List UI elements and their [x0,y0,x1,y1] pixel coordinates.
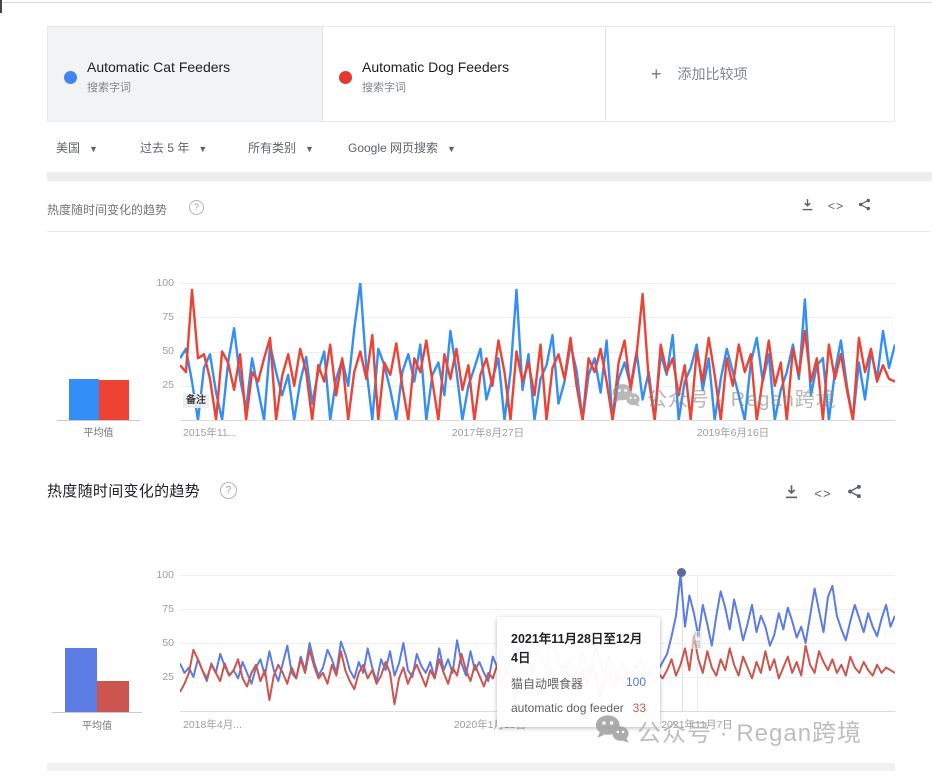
term-color-dot-blue [64,71,77,84]
plus-icon: + [651,63,662,84]
watermark: 公众号 · Regan跨境 [595,713,862,748]
gridline [180,352,895,353]
section-divider [47,172,932,181]
share-icon[interactable] [847,484,862,504]
xtick: 2021年11月7日 [661,719,733,731]
gridline [180,386,895,387]
ytick: 75 [162,311,174,323]
annotation-fragment: 州猫 [691,631,703,649]
chart2-actions: <> [784,484,862,504]
term-card-cat[interactable]: Automatic Cat Feeders 搜索字词 [48,27,323,121]
embed-icon[interactable]: <> [827,200,845,214]
embed-icon[interactable]: <> [814,486,832,502]
chart1-header-divider [47,231,930,232]
avg-bar-blue [65,648,97,712]
watermark: 公众号 · Regan跨境 [612,383,837,412]
download-icon[interactable] [784,484,799,504]
xtick: 2018年4月... [183,719,242,731]
chevron-down-icon: ▼ [89,144,98,154]
term-type-label: 搜索字词 [87,81,131,94]
filter-time-range[interactable]: 过去 5 年 ▼ [140,141,208,155]
tooltip-date: 2021年11月28日至12月4日 [511,632,643,665]
term-type-label: 搜索字词 [362,81,406,94]
chevron-down-icon: ▼ [447,144,456,154]
xtick: 2017年8月27日 [451,427,525,439]
term-title: Automatic Dog Feeders [362,58,510,75]
avg-bar-red [98,380,129,420]
filter-category[interactable]: 所有类别 ▼ [248,141,314,155]
gridline [180,283,895,284]
chart2-average-bars [52,575,142,713]
average-label: 平均值 [83,428,114,439]
xtick: 2015年11... [183,427,237,439]
bottom-divider [47,763,895,771]
add-comparison-card[interactable]: + 添加比较项 [606,27,894,121]
chart-tooltip: 2021年11月28日至12月4日 猫自动喂食器 100 automatic d… [497,617,660,727]
chart1-average-bars [57,283,140,421]
filter-geo[interactable]: 美国 ▼ [56,141,98,155]
note-marker[interactable]: 备注 [183,394,209,408]
filter-search-type[interactable]: Google 网页搜索 ▼ [348,141,456,155]
tooltip-row: 猫自动喂食器 100 [511,675,646,692]
gridline [180,609,895,610]
average-label: 平均值 [82,721,112,732]
help-icon[interactable]: ? [220,482,237,499]
gridline [180,575,895,576]
watermark-text: 公众号 · Regan跨境 [637,720,863,747]
axis-baseline [180,420,895,421]
wechat-icon [612,383,640,412]
wechat-icon [595,714,629,748]
tooltip-row: automatic dog feeder 33 [511,701,646,715]
add-comparison-label: 添加比较项 [677,66,748,82]
ytick: 25 [162,379,174,391]
tooltip-series-label: automatic dog feeder [511,701,624,715]
term-card-dog[interactable]: Automatic Dog Feeders 搜索字词 [323,27,606,121]
help-icon[interactable]: ? [189,200,204,215]
term-title: Automatic Cat Feeders [87,58,231,75]
comparison-cards-row: Automatic Cat Feeders 搜索字词 Automatic Dog… [47,26,895,122]
ytick: 75 [162,603,174,615]
avg-bar-red [97,681,129,712]
chart1-title: 热度随时间变化的趋势 [47,203,168,217]
chart1-lines[interactable] [180,283,895,420]
avg-bar-blue [68,379,99,420]
tooltip-series-label: 猫自动喂食器 [511,677,584,691]
download-icon[interactable] [801,198,814,216]
chevron-down-icon: ▼ [198,144,208,154]
share-icon[interactable] [858,198,871,216]
top-divider [0,2,932,3]
ytick: 25 [162,671,174,683]
ytick: 100 [156,277,174,289]
chart1-actions: <> [801,198,871,216]
gridline [180,317,895,318]
tooltip-series-value: 33 [632,701,646,715]
ytick: 100 [156,569,174,581]
xtick: 2019年6月16日 [696,427,770,439]
corner-tick [0,0,2,13]
tooltip-series-value: 100 [625,675,646,689]
term-color-dot-red [339,71,352,84]
crosshair-line [682,575,683,711]
ytick: 50 [162,637,174,649]
watermark-text: 公众号 · Regan跨境 [647,389,837,411]
ytick: 50 [162,345,174,357]
hover-point-marker [677,568,686,577]
chart2-title: 热度随时间变化的趋势 [47,483,201,500]
chevron-down-icon: ▼ [305,144,314,154]
